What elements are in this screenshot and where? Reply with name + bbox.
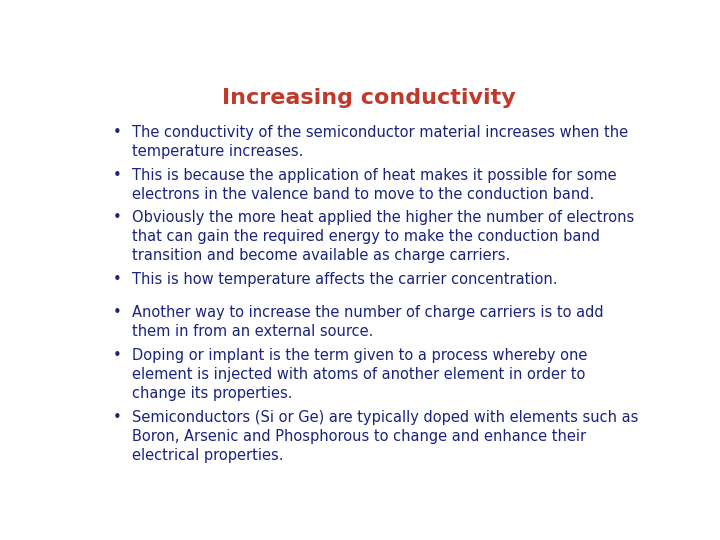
Text: Increasing conductivity: Increasing conductivity bbox=[222, 87, 516, 107]
Text: •: • bbox=[112, 167, 121, 183]
Text: •: • bbox=[112, 210, 121, 225]
Text: Semiconductors (Si or Ge) are typically doped with elements such as
Boron, Arsen: Semiconductors (Si or Ge) are typically … bbox=[132, 410, 638, 463]
Text: •: • bbox=[112, 410, 121, 425]
Text: This is how temperature affects the carrier concentration.: This is how temperature affects the carr… bbox=[132, 272, 557, 287]
Text: •: • bbox=[112, 272, 121, 287]
Text: The conductivity of the semiconductor material increases when the
temperature in: The conductivity of the semiconductor ma… bbox=[132, 125, 628, 159]
Text: •: • bbox=[112, 348, 121, 362]
Text: Obviously the more heat applied the higher the number of electrons
that can gain: Obviously the more heat applied the high… bbox=[132, 210, 634, 264]
Text: •: • bbox=[112, 125, 121, 140]
Text: •: • bbox=[112, 305, 121, 320]
Text: Another way to increase the number of charge carriers is to add
them in from an : Another way to increase the number of ch… bbox=[132, 305, 603, 339]
Text: Doping or implant is the term given to a process whereby one
element is injected: Doping or implant is the term given to a… bbox=[132, 348, 588, 401]
Text: This is because the application of heat makes it possible for some
electrons in : This is because the application of heat … bbox=[132, 167, 616, 202]
